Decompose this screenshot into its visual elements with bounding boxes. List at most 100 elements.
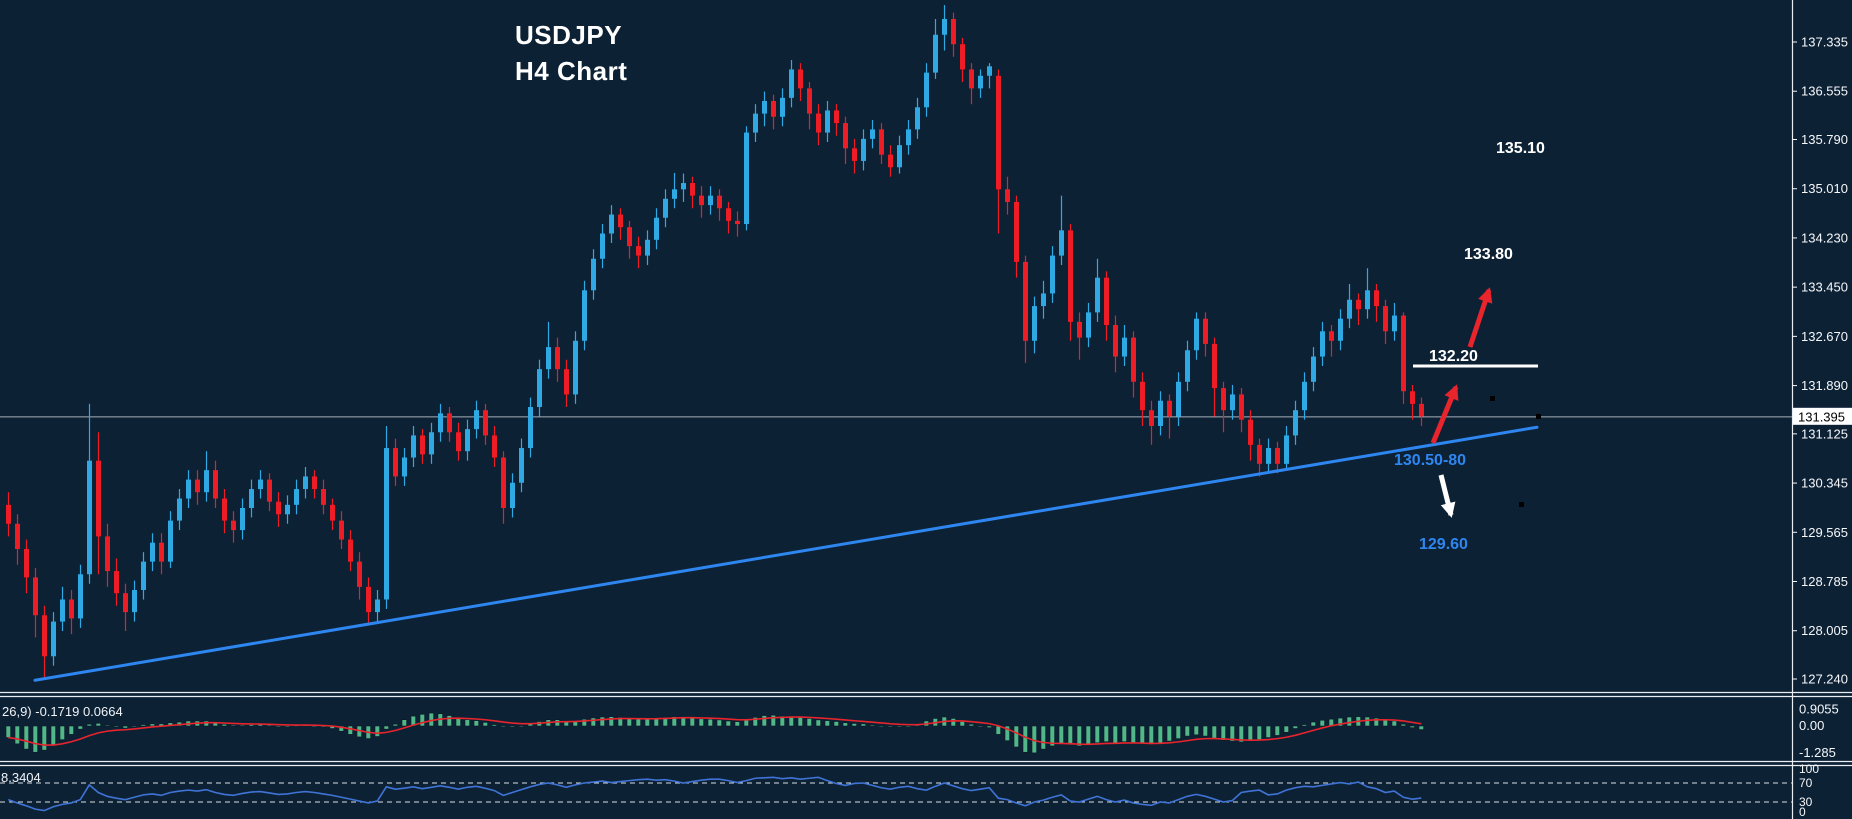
candle[interactable] xyxy=(411,435,416,458)
macd-bar[interactable] xyxy=(581,718,587,727)
candle[interactable] xyxy=(1365,290,1370,310)
macd-bar[interactable] xyxy=(1166,725,1172,742)
candle[interactable] xyxy=(1401,315,1406,392)
candle[interactable] xyxy=(1032,306,1037,341)
candle[interactable] xyxy=(906,129,911,146)
macd-bar[interactable] xyxy=(14,725,20,745)
candle[interactable] xyxy=(1374,290,1379,307)
macd-bar[interactable] xyxy=(1175,725,1181,739)
candle[interactable] xyxy=(915,107,920,130)
candle[interactable] xyxy=(42,615,47,657)
candle[interactable] xyxy=(312,476,317,490)
macd-bar[interactable] xyxy=(968,723,974,727)
candle[interactable] xyxy=(150,542,155,562)
candle[interactable] xyxy=(1167,400,1172,417)
candle[interactable] xyxy=(177,498,182,521)
macd-bar[interactable] xyxy=(122,725,128,729)
annotation-resistance[interactable]: 132.20 xyxy=(1429,348,1478,365)
macd-bar[interactable] xyxy=(284,725,290,728)
candle[interactable] xyxy=(447,413,452,433)
candle[interactable] xyxy=(852,148,857,161)
candle[interactable] xyxy=(654,217,659,240)
annotation-support-zone[interactable]: 130.50-80 xyxy=(1394,452,1467,469)
candle[interactable] xyxy=(528,407,533,449)
candle[interactable] xyxy=(753,113,758,133)
candle[interactable] xyxy=(204,470,209,493)
candle[interactable] xyxy=(573,340,578,395)
candle[interactable] xyxy=(60,599,65,622)
macd-bar[interactable] xyxy=(1319,719,1325,727)
candle[interactable] xyxy=(240,507,245,531)
macd-bar[interactable] xyxy=(1220,725,1226,741)
candle[interactable] xyxy=(1212,343,1217,389)
candle[interactable] xyxy=(141,561,146,591)
macd-bar[interactable] xyxy=(950,718,956,727)
candle[interactable] xyxy=(330,504,335,521)
candle[interactable] xyxy=(222,498,227,521)
macd-bar[interactable] xyxy=(491,724,497,727)
macd-bar[interactable] xyxy=(995,725,1001,735)
candle[interactable] xyxy=(645,239,650,256)
macd-bar[interactable] xyxy=(779,715,785,727)
candle[interactable] xyxy=(1104,277,1109,326)
macd-bar[interactable] xyxy=(1112,725,1118,744)
macd-bar[interactable] xyxy=(23,725,29,750)
candle[interactable] xyxy=(213,470,218,499)
macd-bar[interactable] xyxy=(770,714,776,727)
candle[interactable] xyxy=(987,66,992,76)
macd-bar[interactable] xyxy=(5,725,11,738)
macd-bar[interactable] xyxy=(1193,725,1199,736)
macd-bar[interactable] xyxy=(1040,725,1046,750)
candle[interactable] xyxy=(717,195,722,209)
candle[interactable] xyxy=(708,195,713,206)
macd-bar[interactable] xyxy=(635,718,641,727)
candle[interactable] xyxy=(537,369,542,408)
macd-bar[interactable] xyxy=(113,725,119,728)
candle[interactable] xyxy=(159,542,164,562)
macd-bar[interactable] xyxy=(1364,716,1370,727)
annotation-upper-target[interactable]: 135.10 xyxy=(1496,140,1545,157)
candle[interactable] xyxy=(627,227,632,247)
buy-arrow-to-resistance[interactable] xyxy=(1430,384,1459,444)
candle[interactable] xyxy=(132,590,137,613)
macd-bar[interactable] xyxy=(617,717,623,727)
candle[interactable] xyxy=(1185,350,1190,382)
candle[interactable] xyxy=(114,571,119,594)
candle[interactable] xyxy=(474,410,479,430)
candle[interactable] xyxy=(1311,356,1316,382)
macd-bar[interactable] xyxy=(815,719,821,727)
candle[interactable] xyxy=(1122,337,1127,357)
macd-bar[interactable] xyxy=(986,725,992,728)
candle[interactable] xyxy=(969,69,974,89)
macd-bar[interactable] xyxy=(338,725,344,732)
sell-arrow-to-downside[interactable] xyxy=(1438,474,1456,518)
macd-bar[interactable] xyxy=(806,718,812,727)
candle[interactable] xyxy=(996,75,1001,190)
macd-bar[interactable] xyxy=(50,725,56,746)
macd-bar[interactable] xyxy=(1202,725,1208,737)
macd-bar[interactable] xyxy=(131,725,137,728)
macd-bar[interactable] xyxy=(725,720,731,727)
candle[interactable] xyxy=(1248,419,1253,445)
candle[interactable] xyxy=(33,577,38,616)
candle[interactable] xyxy=(636,246,641,256)
candle[interactable] xyxy=(249,489,254,508)
macd-bar[interactable] xyxy=(68,725,74,735)
macd-bar[interactable] xyxy=(1049,725,1055,747)
candle[interactable] xyxy=(888,154,893,168)
macd-bar[interactable] xyxy=(104,724,110,727)
macd-bar[interactable] xyxy=(41,725,47,751)
macd-bar[interactable] xyxy=(140,724,146,727)
macd-bar[interactable] xyxy=(1148,725,1154,745)
candle[interactable] xyxy=(501,457,506,508)
candle[interactable] xyxy=(726,208,731,221)
candle[interactable] xyxy=(1320,331,1325,357)
macd-bar[interactable] xyxy=(869,724,875,727)
candle[interactable] xyxy=(1275,448,1280,464)
macd-bar[interactable] xyxy=(1157,725,1163,744)
candle[interactable] xyxy=(1194,318,1199,351)
macd-bar[interactable] xyxy=(1139,725,1145,745)
macd-bar[interactable] xyxy=(1229,725,1235,742)
macd-bar[interactable] xyxy=(743,719,749,727)
macd-bar[interactable] xyxy=(644,718,650,727)
